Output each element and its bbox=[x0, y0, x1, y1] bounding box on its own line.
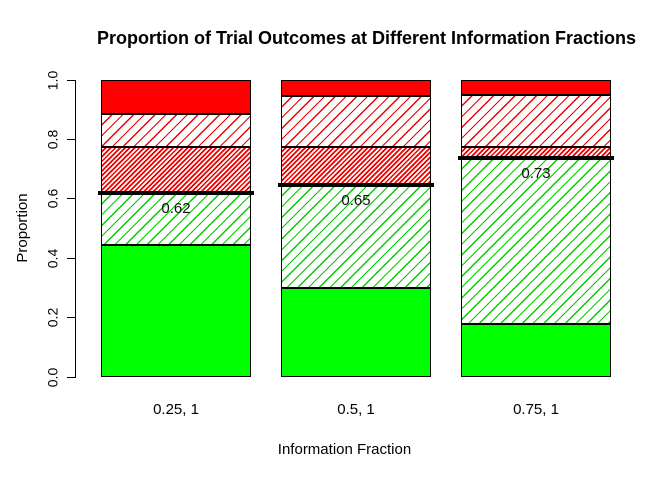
chart-title: Proportion of Trial Outcomes at Differen… bbox=[96, 28, 637, 48]
y-tick-mark bbox=[67, 138, 76, 140]
bar-segment-hatch-green bbox=[101, 192, 251, 245]
y-tick-mark bbox=[67, 79, 76, 81]
bar-segment-hatch-red bbox=[101, 114, 251, 147]
y-tick-label: 1.0 bbox=[44, 70, 61, 90]
y-tick-mark bbox=[67, 198, 76, 200]
bar-segment-hatch-red-dense bbox=[281, 146, 431, 185]
y-tick-mark bbox=[67, 257, 76, 259]
bar-segment-hatch-red-dense bbox=[101, 146, 251, 193]
bar-3: 0.73 bbox=[458, 80, 614, 377]
y-tick-label: 0.2 bbox=[44, 307, 61, 328]
bar-segment-hatch-red bbox=[461, 94, 611, 147]
bar-segment-hatch-green bbox=[461, 158, 611, 324]
y-tick-label: 0.0 bbox=[44, 367, 61, 387]
bar-segment-solid-green bbox=[101, 244, 251, 377]
x-axis-title: Information Fraction bbox=[277, 441, 412, 458]
plot-area: Proportion Information Fraction 0.0 0.2 0.… bbox=[14, 70, 614, 458]
bar-2: 0.65 bbox=[278, 80, 434, 377]
bar-segment-solid-red bbox=[281, 80, 431, 97]
x-category-label: 0.75, 1 bbox=[513, 401, 559, 418]
bar-segment-solid-red bbox=[461, 80, 611, 95]
y-tick-label: 0.8 bbox=[44, 129, 61, 150]
x-category-label: 0.5, 1 bbox=[337, 401, 375, 418]
y-tick-label: 0.6 bbox=[44, 189, 61, 209]
y-tick-label: 0.4 bbox=[44, 248, 61, 268]
threshold-line bbox=[98, 190, 254, 195]
y-tick-mark bbox=[67, 376, 76, 378]
bar-segment-solid-green bbox=[281, 287, 431, 377]
bar-segment-solid-green bbox=[461, 323, 611, 377]
threshold-line bbox=[458, 156, 614, 161]
threshold-value-label: 0.65 bbox=[341, 191, 371, 209]
bar-1: 0.62 bbox=[98, 80, 254, 377]
threshold-line bbox=[278, 182, 434, 187]
x-category-label: 0.25, 1 bbox=[153, 401, 199, 418]
threshold-value-label: 0.62 bbox=[161, 199, 191, 217]
y-axis-title: Proportion bbox=[14, 193, 31, 263]
threshold-value-label: 0.73 bbox=[521, 165, 551, 183]
y-tick-mark bbox=[67, 317, 76, 319]
bar-segment-hatch-red bbox=[281, 96, 431, 147]
bar-segment-solid-red bbox=[101, 80, 251, 115]
